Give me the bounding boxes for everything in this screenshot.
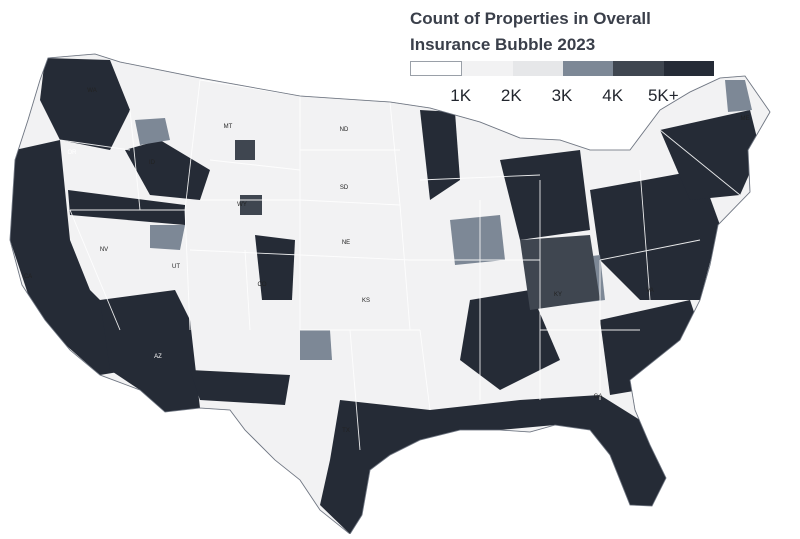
region-great-basin-north[interactable] bbox=[68, 190, 185, 225]
legend-tick-0: 1K bbox=[450, 86, 472, 105]
legend-swatch-0 bbox=[410, 61, 463, 76]
state-label-az: AZ bbox=[154, 354, 162, 360]
legend-swatch-2 bbox=[512, 61, 563, 76]
legend-tick-4: 5K+ bbox=[647, 86, 679, 105]
state-label-co: CO bbox=[258, 282, 267, 288]
state-label-or: OR bbox=[68, 150, 78, 156]
region-mid-midwest[interactable] bbox=[450, 215, 505, 265]
state-label-wy: WY bbox=[237, 202, 247, 208]
state-label-ks: KS bbox=[362, 298, 370, 304]
state-label-me: ME bbox=[741, 116, 750, 122]
legend-swatch-4 bbox=[613, 61, 664, 76]
region-northeast[interactable] bbox=[660, 110, 760, 200]
region-mid-nevada[interactable] bbox=[150, 225, 185, 250]
legend-ticks: 1K 2K 3K 4K 5K+ bbox=[410, 86, 730, 110]
legend-title: Count of Properties in Overall Insurance… bbox=[410, 6, 790, 58]
region-colorado[interactable] bbox=[255, 235, 295, 300]
state-label-nv: NV bbox=[100, 247, 108, 253]
legend-title-line1: Count of Properties in Overall bbox=[410, 9, 651, 28]
legend-swatch-3 bbox=[562, 61, 614, 76]
state-label-wa: WA bbox=[87, 88, 96, 94]
state-label-ga: GA bbox=[594, 394, 603, 400]
us-outline bbox=[9, 53, 771, 535]
state-label-va: VA bbox=[646, 288, 654, 294]
state-borders bbox=[59, 79, 741, 451]
region-mid-maine[interactable] bbox=[725, 80, 752, 112]
legend-swatch-5 bbox=[663, 61, 714, 76]
legend-swatch-1 bbox=[462, 61, 513, 76]
state-label-nd: ND bbox=[340, 127, 349, 133]
legend-title-line2: Insurance Bubble 2023 bbox=[410, 35, 596, 54]
region-montana-patch[interactable] bbox=[235, 140, 255, 160]
region-northwest[interactable] bbox=[40, 58, 130, 150]
state-label-la: LA bbox=[460, 437, 467, 443]
region-idaho[interactable] bbox=[125, 140, 210, 200]
region-southwest[interactable] bbox=[100, 290, 200, 412]
region-mid-texas[interactable] bbox=[300, 330, 332, 360]
state-label-ut: UT bbox=[172, 264, 180, 270]
region-upper-midwest[interactable] bbox=[420, 110, 460, 200]
region-great-lakes[interactable] bbox=[500, 150, 590, 240]
region-new-mexico[interactable] bbox=[190, 370, 290, 405]
region-ohio-valley[interactable] bbox=[520, 235, 600, 310]
state-label-ca: CA bbox=[24, 274, 32, 280]
legend-tick-2: 3K bbox=[551, 86, 573, 105]
state-label-ne: NE bbox=[342, 240, 350, 246]
state-label-tx: TX bbox=[342, 428, 350, 434]
region-lower-mississippi[interactable] bbox=[460, 290, 560, 390]
legend-color-bar bbox=[410, 61, 714, 76]
region-mid-idaho[interactable] bbox=[135, 118, 170, 145]
region-southeast-coast[interactable] bbox=[600, 300, 700, 395]
legend-tick-1: 2K bbox=[500, 86, 522, 105]
state-label-mt: MT bbox=[224, 124, 233, 130]
legend-tick-3: 4K bbox=[602, 86, 624, 105]
region-mid-atlantic[interactable] bbox=[590, 170, 720, 300]
state-label-sd: SD bbox=[340, 185, 349, 191]
region-pacific-coast[interactable] bbox=[10, 140, 130, 375]
state-label-id: ID bbox=[149, 160, 156, 166]
state-label-ky: KY bbox=[554, 292, 562, 298]
